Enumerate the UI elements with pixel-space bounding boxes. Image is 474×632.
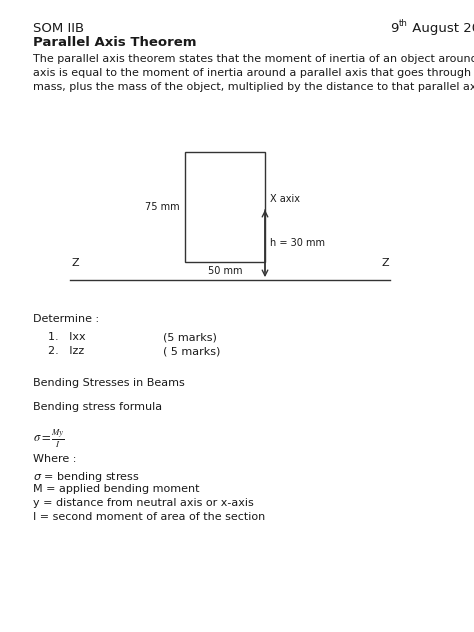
Bar	[185, 152, 265, 262]
Text: $\sigma = \frac{My}{I}$: $\sigma = \frac{My}{I}$	[33, 427, 64, 449]
Text: 9: 9	[390, 22, 398, 35]
Text: ( 5 marks): ( 5 marks)	[163, 346, 220, 356]
Text: axis is equal to the moment of inertia around a parallel axis that goes through : axis is equal to the moment of inertia a…	[33, 68, 474, 78]
Text: X axix: X axix	[270, 194, 300, 204]
Text: August 2023: August 2023	[408, 22, 474, 35]
Text: SOM IIB: SOM IIB	[33, 22, 84, 35]
Text: 1.   Ixx: 1. Ixx	[48, 332, 86, 342]
Text: 75 mm: 75 mm	[146, 202, 180, 212]
Text: th: th	[399, 19, 408, 28]
Text: Bending stress formula: Bending stress formula	[33, 402, 162, 412]
Text: 2.   Izz: 2. Izz	[48, 346, 84, 356]
Text: $\sigma$ = bending stress: $\sigma$ = bending stress	[33, 470, 140, 484]
Text: h = 30 mm: h = 30 mm	[270, 238, 325, 248]
Text: Z: Z	[381, 258, 389, 268]
Text: 50 mm: 50 mm	[208, 266, 242, 276]
Text: The parallel axis theorem states that the moment of inertia of an object around : The parallel axis theorem states that th…	[33, 54, 474, 64]
Text: (5 marks): (5 marks)	[163, 332, 217, 342]
Text: Z: Z	[71, 258, 79, 268]
Text: Parallel Axis Theorem: Parallel Axis Theorem	[33, 36, 197, 49]
Text: M = applied bending moment: M = applied bending moment	[33, 484, 200, 494]
Text: I = second moment of area of the section: I = second moment of area of the section	[33, 512, 265, 522]
Text: Determine :: Determine :	[33, 314, 99, 324]
Text: Bending Stresses in Beams: Bending Stresses in Beams	[33, 378, 185, 388]
Text: mass, plus the mass of the object, multiplied by the distance to that parallel a: mass, plus the mass of the object, multi…	[33, 82, 474, 92]
Text: Where :: Where :	[33, 454, 76, 464]
Text: y = distance from neutral axis or x-axis: y = distance from neutral axis or x-axis	[33, 498, 254, 508]
